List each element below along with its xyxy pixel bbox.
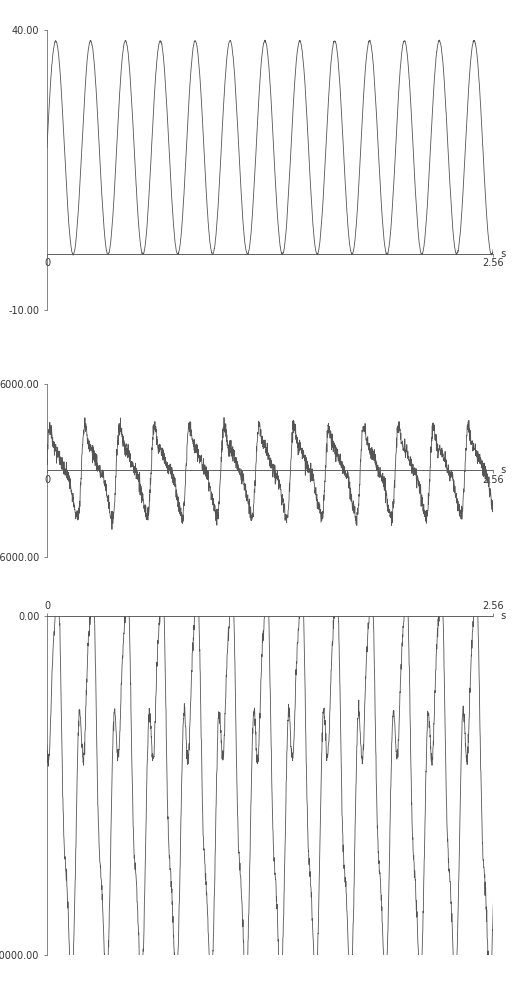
Text: s: s xyxy=(498,611,506,621)
Text: s: s xyxy=(498,465,506,476)
Text: s: s xyxy=(498,249,506,259)
